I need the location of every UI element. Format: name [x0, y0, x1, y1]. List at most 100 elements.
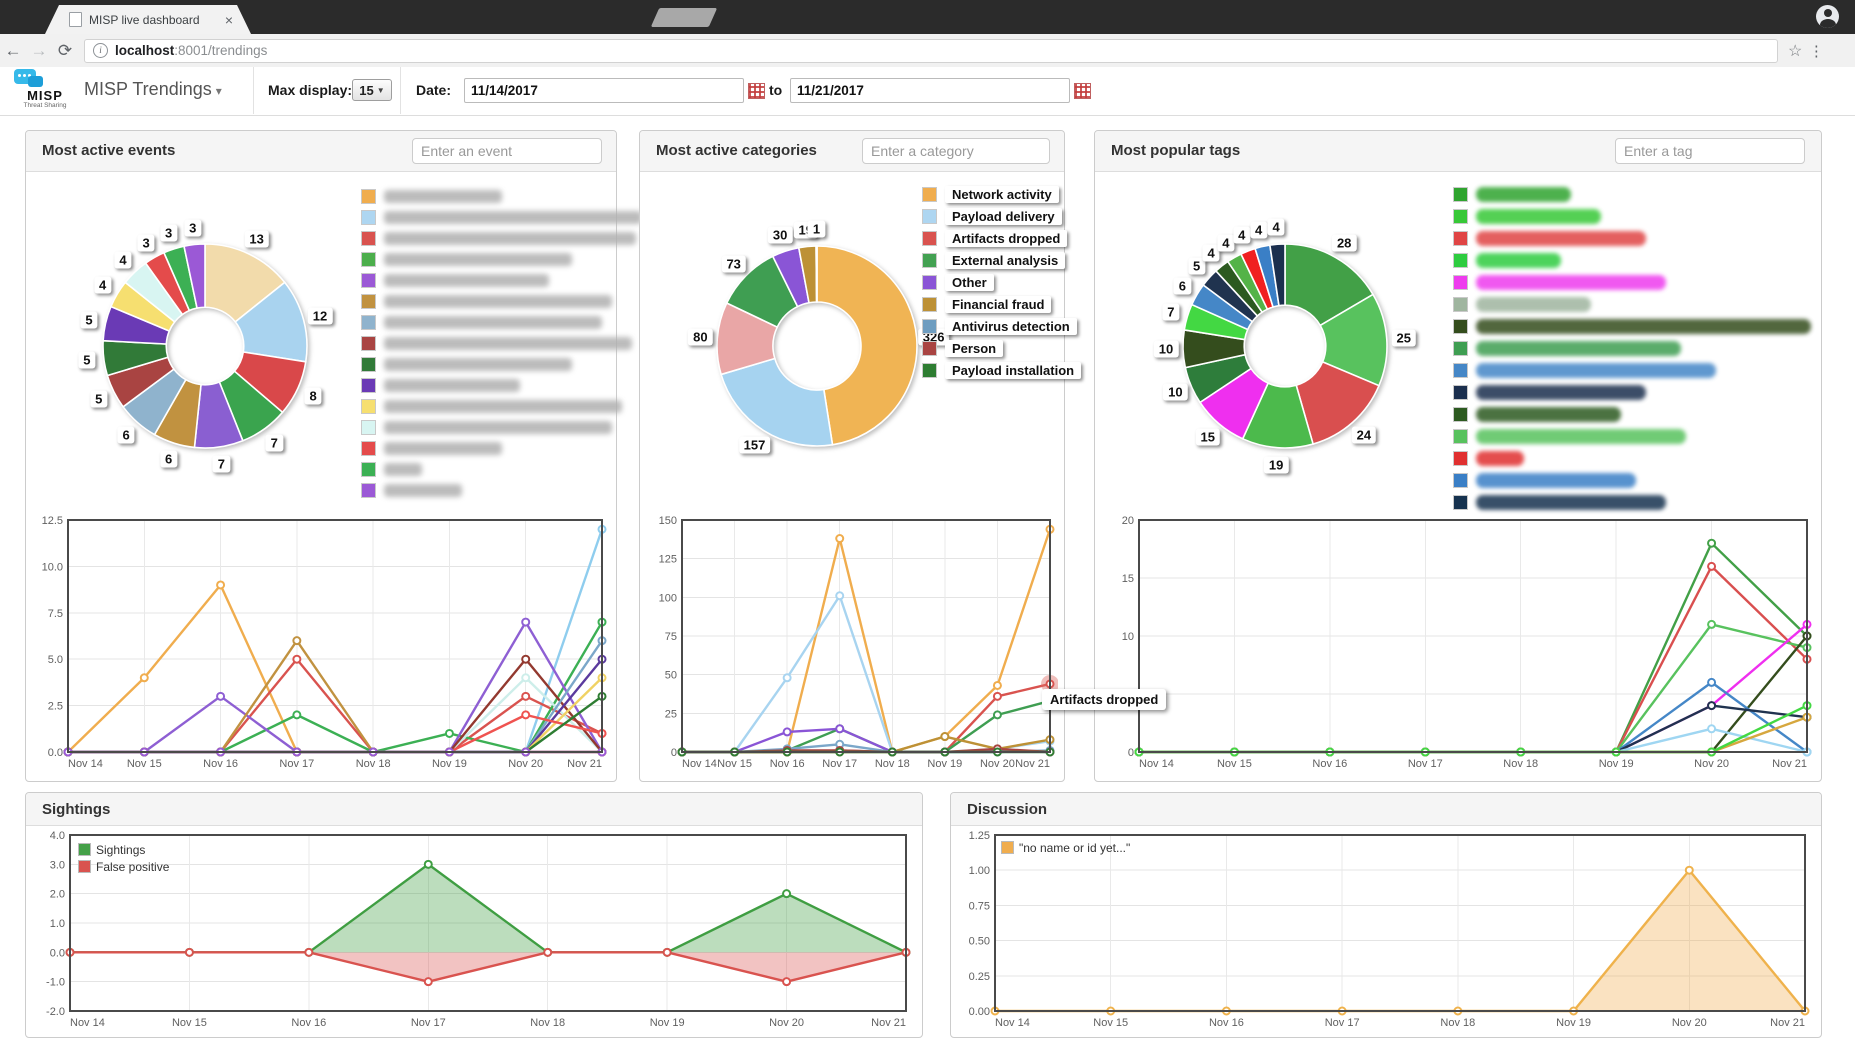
legend-swatch	[922, 230, 937, 246]
legend-label-blurred	[384, 379, 520, 392]
legend-label-blurred	[1476, 472, 1636, 488]
legend-label-blurred	[1476, 296, 1591, 312]
max-display-select[interactable]: 15 ▼	[352, 79, 392, 101]
legend-label: Payload delivery	[945, 207, 1062, 225]
events-legend	[361, 186, 642, 501]
date-to-input[interactable]	[790, 78, 1070, 103]
tab-stub[interactable]	[650, 8, 718, 27]
legend-swatch	[1453, 406, 1468, 422]
event-search-input[interactable]	[412, 138, 602, 164]
bookmark-star-icon[interactable]: ☆	[1788, 42, 1803, 60]
sightings-legend: Sightings False positive	[78, 841, 169, 875]
categories-line-chart[interactable]: 0 25 50 75 100 125 150 Nov 14 Nov 15 Nov 16 Nov 17…	[646, 514, 1059, 772]
legend-item	[361, 459, 642, 480]
categories-legend: Network activity Payload delivery Artifact…	[922, 183, 1082, 381]
legend-item: Sightings	[78, 841, 169, 858]
panel-header: Most active categories	[640, 131, 1064, 172]
donut-slice[interactable]	[720, 357, 834, 447]
panel-header: Discussion	[951, 793, 1821, 826]
browser-toolbar: ← → ⟳ i localhost:8001/trendings ☆ ⋮	[0, 34, 1855, 68]
legend-swatch	[361, 462, 376, 477]
donut-slice[interactable]	[816, 245, 918, 446]
legend-item: Artifacts dropped	[922, 227, 1081, 249]
reload-icon[interactable]: ⟳	[57, 40, 73, 60]
discussion-legend: "no name or id yet..."	[1001, 839, 1130, 856]
calendar-icon[interactable]	[1074, 83, 1091, 99]
legend-swatch	[1453, 318, 1468, 334]
legend-swatch	[1453, 494, 1468, 510]
categories-donut-chart[interactable]: 326 157 80 73 30 19 1	[652, 181, 982, 511]
category-search-input[interactable]	[862, 138, 1050, 164]
legend-label-blurred	[384, 442, 502, 455]
donut-slice[interactable]	[1268, 243, 1286, 307]
legend-item	[361, 312, 642, 333]
tags-legend	[1453, 183, 1811, 513]
legend-item	[361, 291, 642, 312]
legend-swatch	[361, 315, 376, 330]
legend-swatch	[361, 252, 376, 267]
select-caret-icon: ▼	[376, 85, 385, 95]
legend-item	[361, 333, 642, 354]
svg-text:Nov 19: Nov 19	[927, 758, 962, 770]
legend-item	[361, 270, 642, 291]
donut-slice[interactable]	[1284, 243, 1375, 327]
legend-item	[1453, 469, 1811, 491]
legend-swatch	[922, 340, 937, 356]
donut-value-label: 80	[688, 328, 713, 346]
donut-slice[interactable]	[815, 245, 818, 303]
forward-icon[interactable]: →	[30, 40, 48, 60]
legend-label: Network activity	[945, 185, 1059, 203]
profile-avatar-icon[interactable]	[1816, 5, 1839, 28]
legend-label-blurred	[384, 274, 549, 287]
svg-text:0: 0	[1128, 747, 1134, 759]
legend-item	[361, 186, 642, 207]
legend-label: Person	[945, 339, 1004, 357]
donut-value-label: 1	[807, 220, 826, 238]
svg-text:5.0: 5.0	[48, 654, 63, 666]
legend-item	[1453, 271, 1811, 293]
legend-label-blurred	[384, 463, 422, 476]
date-label: Date:	[416, 82, 452, 98]
back-icon[interactable]: ←	[4, 40, 22, 60]
svg-text:Nov 17: Nov 17	[822, 758, 857, 770]
legend-item	[361, 228, 642, 249]
legend-item: Person	[922, 337, 1081, 359]
legend-label-blurred	[1476, 384, 1646, 400]
svg-text:Nov 17: Nov 17	[279, 758, 314, 770]
donut-value-label: 8	[304, 387, 322, 405]
tab-close-icon[interactable]: ×	[224, 11, 233, 28]
legend-label-blurred	[384, 421, 612, 434]
address-bar[interactable]: i localhost:8001/trendings	[84, 38, 1778, 63]
legend-label-blurred	[1476, 208, 1601, 224]
donut-value-label: 4	[94, 276, 112, 294]
tags-donut-chart[interactable]: 28 25 24 19 15 10 10 7 6 5 4 4 4 4 4	[1120, 181, 1450, 511]
events-donut-chart[interactable]: 13 12 8 7 7 6 6 5 5 5 4 4 3 3 3	[40, 181, 370, 511]
browser-menu-icon[interactable]: ⋮	[1808, 42, 1824, 60]
svg-text:150: 150	[659, 515, 677, 527]
date-from-input[interactable]	[464, 78, 744, 103]
legend-swatch	[361, 399, 376, 414]
calendar-icon[interactable]	[748, 83, 765, 99]
discussion-area-chart[interactable]: 0.00 0.25 0.50 0.75 1.00 1.25 Nov 14 Nov 15 Nov …	[959, 829, 1813, 1031]
svg-text:Nov 14: Nov 14	[1139, 758, 1174, 770]
tag-search-input[interactable]	[1615, 138, 1805, 164]
donut-value-label: 4	[1267, 218, 1285, 236]
donut-value-label: 24	[1351, 426, 1377, 444]
donut-value-label: 4	[114, 251, 132, 269]
events-line-chart[interactable]: 0.0 2.5 5.0 7.5 10.0 12.5 Nov 14 Nov 15 Nov 16 No…	[32, 514, 610, 772]
donut-value-label: 7	[1162, 303, 1180, 321]
browser-tab[interactable]: MISP live dashboard ×	[45, 5, 251, 34]
donut-slice[interactable]	[183, 243, 206, 310]
panel-header: Sightings	[26, 793, 922, 826]
donut-value-label: 3	[184, 219, 202, 237]
svg-text:Nov 20: Nov 20	[769, 1017, 804, 1029]
misp-trendings-menu[interactable]: MISP Trendings ▾	[84, 79, 222, 99]
sightings-area-chart[interactable]: -2.0 -1.0 0.0 1.0 2.0 3.0 4.0 Nov 14 Nov 15 Nov 1…	[34, 829, 914, 1031]
page-info-icon[interactable]: i	[93, 43, 108, 58]
svg-text:Nov 17: Nov 17	[1408, 758, 1443, 770]
svg-text:20: 20	[1122, 515, 1134, 527]
donut-value-label: 12	[307, 307, 333, 325]
legend-label-blurred	[384, 295, 612, 308]
donut-value-label: 6	[1173, 277, 1191, 295]
